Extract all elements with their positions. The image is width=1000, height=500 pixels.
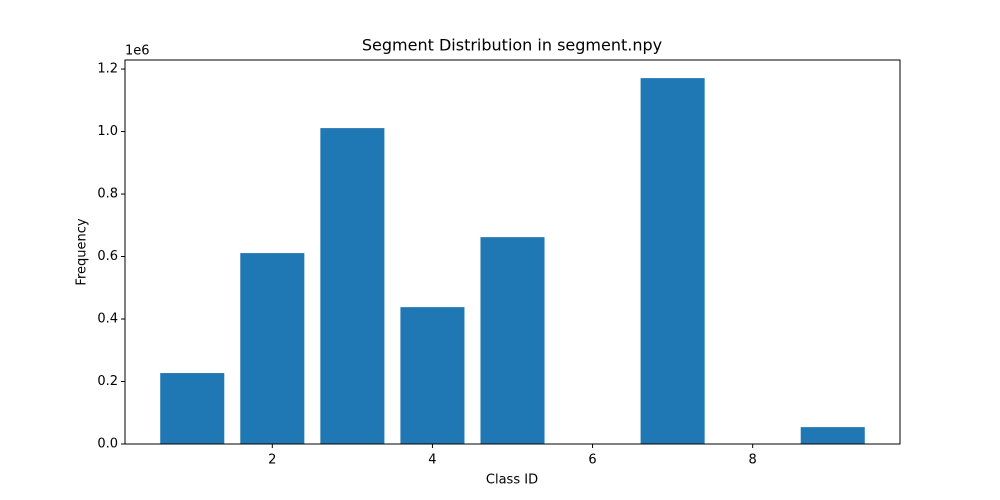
x-axis-label: Class ID <box>486 473 538 488</box>
x-tick-label: 2 <box>268 453 276 468</box>
y-tick-label: 0.0 <box>97 437 118 452</box>
y-tick-label: 1.0 <box>97 124 118 139</box>
bar <box>400 307 465 444</box>
bar <box>160 373 225 444</box>
bar <box>320 128 385 445</box>
y-axis-label: Frequency <box>75 218 90 285</box>
y-tick-label: 0.4 <box>97 312 118 327</box>
x-tick-label: 6 <box>588 453 596 468</box>
bar <box>240 253 305 444</box>
x-tick-label: 4 <box>428 453 436 468</box>
bar <box>640 78 705 445</box>
bar <box>800 427 865 444</box>
y-tick-label: 0.8 <box>97 187 118 202</box>
y-tick-label: 0.6 <box>97 249 118 264</box>
plot-frame <box>124 59 901 445</box>
y-offset-label: 1e6 <box>125 44 150 59</box>
x-tick-label: 8 <box>749 453 757 468</box>
chart-title: Segment Distribution in segment.npy <box>362 36 662 55</box>
y-tick-label: 1.2 <box>97 62 118 77</box>
bar <box>480 237 545 444</box>
y-tick-label: 0.2 <box>97 374 118 389</box>
